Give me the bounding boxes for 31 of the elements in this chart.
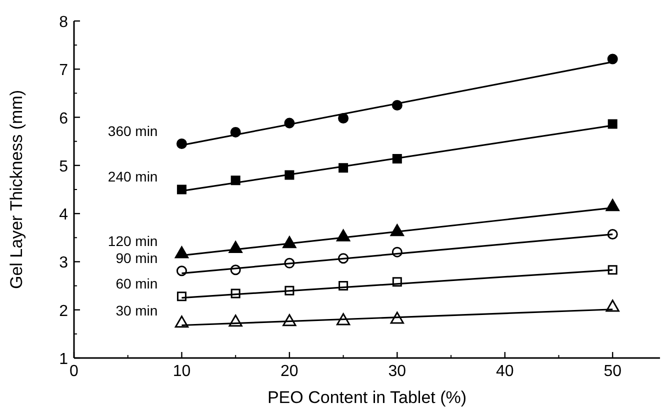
x-tick-label: 30 [388,363,406,380]
point [606,199,620,212]
series-label: 360 min [108,122,158,139]
point [176,138,187,150]
point [608,119,618,129]
point [176,184,186,194]
y-tick-label: 8 [59,14,68,31]
y-tick-label: 7 [59,62,68,80]
x-tick-label: 40 [496,363,514,380]
x-tick-label: 20 [280,363,298,380]
series-label: 30 min [116,302,158,318]
point [338,112,349,124]
point [176,292,186,302]
series-label: 240 min [108,168,158,184]
point [607,54,618,64]
x-tick-label: 50 [604,363,622,380]
x-tick-label: 10 [172,363,191,380]
x-tick-label: 0 [70,363,79,380]
y-tick-label: 5 [59,158,68,176]
y-tick-label: 2 [59,302,68,320]
y-axis-title: Gel Layer Thickness (mm) [7,90,26,290]
point [174,246,189,258]
y-tick-label: 6 [59,110,68,128]
y-tick-label: 3 [59,254,68,272]
point [176,266,187,276]
series-label: 120 min [108,233,158,250]
y-tick-label: 1 [59,351,68,368]
y-tick-label: 4 [59,206,68,224]
series-label: 90 min [116,250,158,266]
series-label: 60 min [116,275,158,292]
x-axis-title: PEO Content in Tablet (%) [267,388,467,407]
